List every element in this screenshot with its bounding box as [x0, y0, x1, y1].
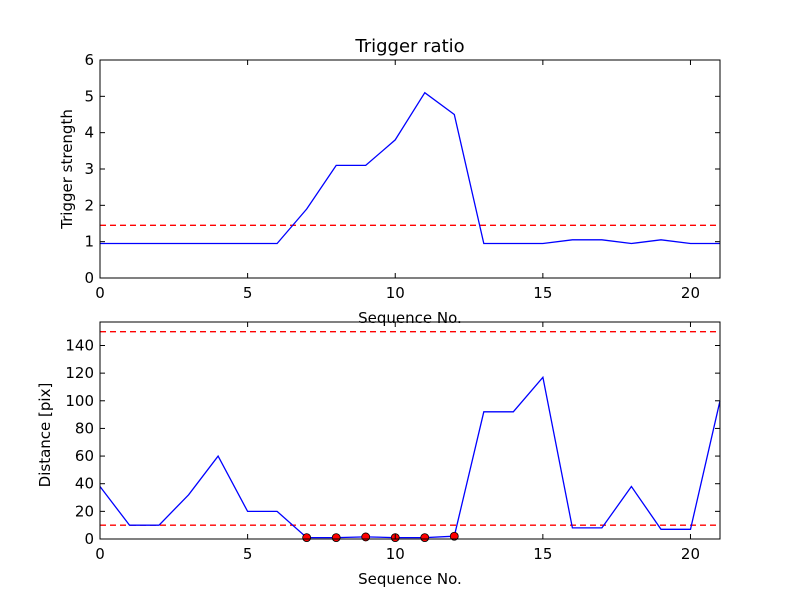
y-tick-label: 1	[84, 233, 94, 251]
y-tick-label: 80	[75, 419, 94, 437]
y-tick-label: 4	[84, 124, 94, 142]
x-tick-label: 15	[533, 545, 552, 563]
plot-frame	[99, 321, 721, 540]
y-tick-label: 40	[75, 475, 94, 493]
y-tick-label: 120	[65, 364, 94, 382]
x-tick-label: 10	[386, 545, 405, 563]
x-axis-label: Sequence No.	[358, 570, 462, 588]
x-tick-label: 0	[95, 545, 105, 563]
y-tick-label: 0	[84, 530, 94, 548]
y-axis-label: Trigger strength	[58, 109, 76, 230]
x-tick-label: 20	[681, 545, 700, 563]
y-tick-label: 60	[75, 447, 94, 465]
y-tick-label: 2	[84, 196, 94, 214]
x-tick-label: 20	[681, 284, 700, 302]
x-axis-label: Sequence No.	[358, 309, 462, 327]
x-tick-label: 10	[386, 284, 405, 302]
chart-title: Trigger ratio	[354, 36, 464, 57]
chart-trigger-ratio: Trigger ratio Sequence No. Trigger stren…	[58, 36, 721, 327]
y-tick-label: 20	[75, 502, 94, 520]
chart-distance: Sequence No. Distance [pix] 0 5 10 15 20 0 20 4…	[36, 321, 721, 588]
data-marker	[331, 533, 341, 543]
y-tick-label: 3	[84, 160, 94, 178]
y-tick-label: 140	[65, 336, 94, 354]
x-tick-label: 5	[243, 284, 253, 302]
data-marker	[449, 531, 459, 541]
plot-frame	[99, 59, 721, 279]
y-tick-label: 6	[84, 51, 94, 69]
y-axis-label: Distance [pix]	[36, 383, 54, 488]
series-line	[100, 91, 720, 245]
data-marker	[302, 533, 312, 543]
y-tick-label: 0	[84, 269, 94, 287]
y-tick-label: 100	[65, 392, 94, 410]
y-tick-label: 5	[84, 87, 94, 105]
x-tick-label: 15	[533, 284, 552, 302]
x-tick-label: 5	[243, 545, 253, 563]
series-line	[99, 375, 721, 539]
x-tick-label: 0	[95, 284, 105, 302]
data-marker	[420, 533, 430, 543]
data-marker	[361, 532, 371, 542]
